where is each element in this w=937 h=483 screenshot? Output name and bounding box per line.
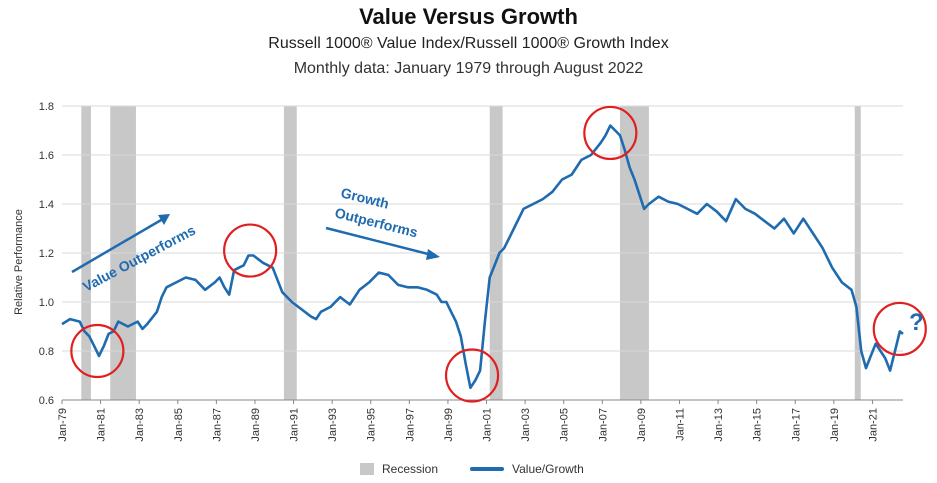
chart-subtitle: Russell 1000® Value Index/Russell 1000® … <box>268 35 669 52</box>
growth-outperforms-label-line2: Outperforms <box>333 204 419 240</box>
legend-label-recession: Recession <box>382 462 439 476</box>
x-tick-labels: Jan-79 Jan-81 Jan-83 Jan-85 Jan-87 Jan-89 Jan-… <box>57 400 879 442</box>
x-tick-Jan-11: Jan-11 <box>674 408 686 441</box>
highlight-circle-0 <box>70 323 125 379</box>
recession-swatch <box>360 463 374 475</box>
gridlines <box>62 105 903 401</box>
x-tick-Jan-05: Jan-05 <box>559 408 571 442</box>
x-tick-Jan-79: Jan-79 <box>57 408 69 442</box>
y-tick-0.6: 0.6 <box>39 395 54 407</box>
chart-title: Value Versus Growth <box>359 4 578 29</box>
legend-item-value-growth: Value/Growth <box>470 462 584 476</box>
x-tick-Jan-17: Jan-17 <box>790 408 802 442</box>
x-tick-Jan-19: Jan-19 <box>829 408 841 442</box>
question-mark: ? <box>909 309 924 336</box>
x-tick-Jan-89: Jan-89 <box>250 408 262 442</box>
y-tick-1.2: 1.2 <box>39 248 54 260</box>
y-tick-1.0: 1.0 <box>39 297 54 309</box>
chart-subtitle-date-range: Monthly data: January 1979 through Augus… <box>293 60 644 77</box>
x-tick-Jan-97: Jan-97 <box>404 408 416 442</box>
y-tick-1.4: 1.4 <box>39 199 54 211</box>
x-tick-Jan-87: Jan-87 <box>211 408 223 442</box>
x-tick-Jan-95: Jan-95 <box>366 408 378 442</box>
x-tick-Jan-83: Jan-83 <box>134 408 146 442</box>
highlight-circle-3 <box>583 105 638 161</box>
x-tick-Jan-07: Jan-07 <box>597 408 609 442</box>
highlight-circle-4 <box>872 301 927 357</box>
x-tick-Jan-91: Jan-91 <box>289 408 301 442</box>
y-tick-labels: 0.6 0.8 1.0 1.2 1.4 1.6 1.8 <box>39 101 54 407</box>
series-line-0 <box>61 124 904 390</box>
x-tick-Jan-99: Jan-99 <box>443 408 455 442</box>
growth-outperforms-arrow <box>325 226 433 257</box>
x-tick-Jan-09: Jan-09 <box>636 408 648 442</box>
value-outperforms-arrowhead <box>158 214 170 225</box>
x-tick-Jan-03: Jan-03 <box>520 408 532 442</box>
x-tick-Jan-81: Jan-81 <box>96 408 108 442</box>
y-tick-0.8: 0.8 <box>39 346 54 358</box>
highlight-circle-1 <box>223 223 278 278</box>
highlight-circle-2 <box>444 348 500 403</box>
value-outperforms-arrow <box>71 214 169 274</box>
x-tick-Jan-21: Jan-21 <box>867 408 879 442</box>
legend: Recession Value/Growth <box>0 462 937 480</box>
x-tick-Jan-93: Jan-93 <box>327 408 339 442</box>
highlight-circles <box>70 105 927 403</box>
y-axis-label: Relative Performance <box>13 209 25 315</box>
value-growth-swatch <box>470 467 504 471</box>
series-value-growth <box>61 124 904 390</box>
y-tick-1.8: 1.8 <box>39 101 54 113</box>
x-tick-Jan-15: Jan-15 <box>752 408 764 442</box>
legend-item-recession: Recession <box>360 462 438 476</box>
y-tick-1.6: 1.6 <box>39 150 54 162</box>
growth-outperforms-arrowhead <box>426 249 440 260</box>
x-tick-Jan-01: Jan-01 <box>482 408 494 442</box>
legend-label-value-growth: Value/Growth <box>512 462 584 476</box>
x-tick-Jan-85: Jan-85 <box>173 408 185 442</box>
x-tick-Jan-13: Jan-13 <box>713 408 725 442</box>
